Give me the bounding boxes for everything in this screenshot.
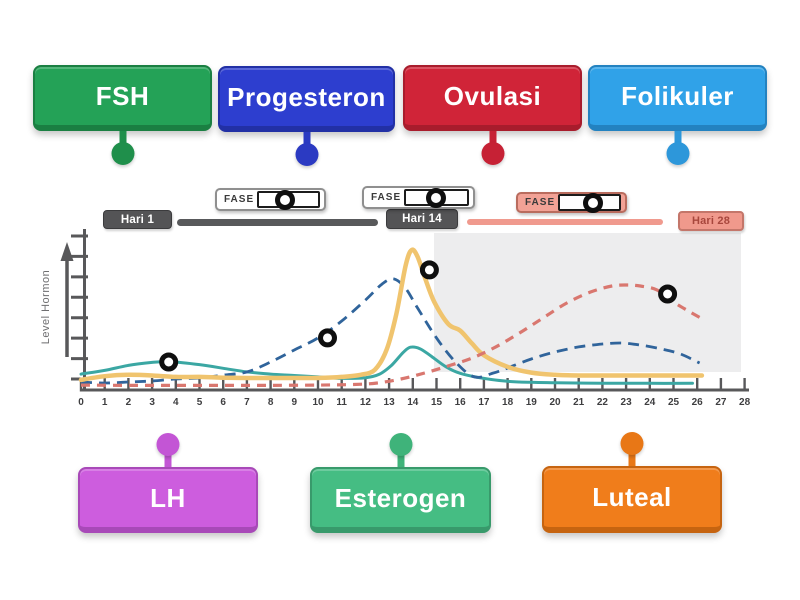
chip-box: Progesteron — [218, 66, 395, 132]
x-tick-label: 17 — [478, 397, 490, 408]
x-tick-label: 1 — [102, 397, 108, 408]
phase-bar-dark — [177, 219, 378, 226]
x-tick-label: 3 — [149, 397, 155, 408]
chip-pin — [295, 143, 318, 166]
x-tick-label: 26 — [692, 397, 704, 408]
day-marker-text: Hari 28 — [691, 215, 731, 227]
chip-pin-stem — [674, 131, 681, 146]
chart-drop-zone-4[interactable] — [658, 284, 678, 304]
chip-box: FSH — [33, 65, 212, 131]
phase-box-caption: FASE — [371, 192, 402, 203]
day-marker-hari-28: Hari 28 — [678, 211, 744, 231]
chip-box: LH — [78, 467, 258, 533]
label-chip-folikuler[interactable]: Folikuler — [588, 65, 767, 165]
chip-pin — [111, 142, 134, 165]
chip-pin — [481, 142, 504, 165]
day-marker-text: Hari 14 — [402, 213, 442, 225]
x-tick-label: 10 — [312, 397, 324, 408]
x-tick-label: 9 — [292, 397, 298, 408]
x-tick-label: 6 — [220, 397, 226, 408]
x-tick-label: 19 — [526, 397, 538, 408]
chip-text: Folikuler — [621, 80, 734, 111]
chart-drop-zone-3[interactable] — [419, 260, 439, 280]
chip-pin — [156, 433, 180, 456]
phase-bar-pink — [467, 219, 663, 225]
phase-box-3: FASE — [516, 192, 627, 213]
curve-solid_yellow_curve — [78, 247, 705, 383]
x-tick-label: 5 — [197, 397, 203, 408]
day-marker-hari-1: Hari 1 — [103, 210, 172, 229]
x-tick-label: 8 — [268, 397, 274, 408]
day-marker-hari-14: Hari 14 — [386, 209, 458, 229]
x-tick-label: 4 — [173, 397, 179, 408]
x-tick-label: 12 — [360, 397, 372, 408]
y-axis-label: Level Hormon — [40, 270, 52, 344]
phase-box-caption: FASE — [525, 197, 556, 208]
phase-drop-marker-2[interactable] — [425, 187, 446, 208]
chip-box: Esterogen — [310, 467, 491, 533]
curve-dashed_red_curve — [80, 283, 706, 387]
x-tick-label: 0 — [78, 397, 84, 408]
chip-text: LH — [150, 482, 186, 513]
x-tick-label: 11 — [336, 397, 347, 408]
chip-pin — [389, 433, 412, 456]
x-tick-label: 25 — [668, 397, 680, 408]
chart-drop-zone-2[interactable] — [318, 328, 337, 348]
day-marker-text: Hari 1 — [120, 213, 155, 226]
chip-text: Ovulasi — [443, 80, 542, 111]
phase-box-2: FASE — [362, 186, 475, 209]
x-tick-label: 22 — [597, 397, 609, 408]
x-tick-label: 27 — [715, 397, 727, 408]
x-tick-label: 24 — [644, 397, 656, 408]
label-chip-lh[interactable]: LH — [78, 433, 258, 533]
phase-box-1: FASE — [215, 188, 326, 211]
label-chip-esterogen[interactable]: Esterogen — [310, 433, 491, 533]
label-chip-luteal[interactable]: Luteal — [542, 432, 722, 533]
chip-pin-stem — [119, 131, 126, 146]
label-chip-ovulasi[interactable]: Ovulasi — [403, 65, 582, 165]
x-tick-label: 15 — [431, 397, 443, 408]
x-tick-label: 20 — [549, 397, 561, 408]
phase-drop-marker-3[interactable] — [582, 192, 603, 213]
chip-text: Esterogen — [334, 482, 467, 513]
chip-pin-stem — [164, 452, 172, 467]
chip-pin-stem — [489, 131, 496, 146]
y-axis-arrow-head — [60, 242, 74, 261]
x-tick-label: 21 — [573, 397, 585, 408]
shaded-phase-region — [434, 233, 741, 372]
chip-box: Luteal — [542, 466, 722, 533]
x-tick-label: 28 — [739, 397, 751, 408]
chip-text: Progesteron — [227, 81, 386, 112]
x-tick-label: 16 — [455, 397, 467, 408]
phase-box-caption: FASE — [224, 194, 255, 205]
label-chip-progesteron[interactable]: Progesteron — [218, 66, 395, 166]
chip-pin-stem — [397, 452, 404, 467]
label-chip-fsh[interactable]: FSH — [33, 65, 212, 165]
x-tick-label: 18 — [502, 397, 514, 408]
chart-drop-zone-1[interactable] — [159, 352, 179, 372]
curve-solid_teal_curve — [79, 345, 694, 385]
x-tick-label: 23 — [621, 397, 633, 408]
chip-pin — [620, 432, 644, 455]
x-tick-label: 14 — [407, 397, 419, 408]
x-tick-label: 13 — [384, 397, 396, 408]
chip-pin-stem — [628, 451, 636, 466]
chip-box: Ovulasi — [403, 65, 582, 131]
chip-pin — [666, 142, 689, 165]
chip-text: Luteal — [592, 482, 672, 512]
chip-pin-stem — [303, 132, 310, 147]
phase-drop-marker-1[interactable] — [275, 189, 296, 210]
x-tick-label: 7 — [244, 397, 250, 408]
chip-text: FSH — [95, 80, 150, 111]
x-tick-label: 2 — [126, 397, 132, 408]
chip-box: Folikuler — [588, 65, 767, 131]
